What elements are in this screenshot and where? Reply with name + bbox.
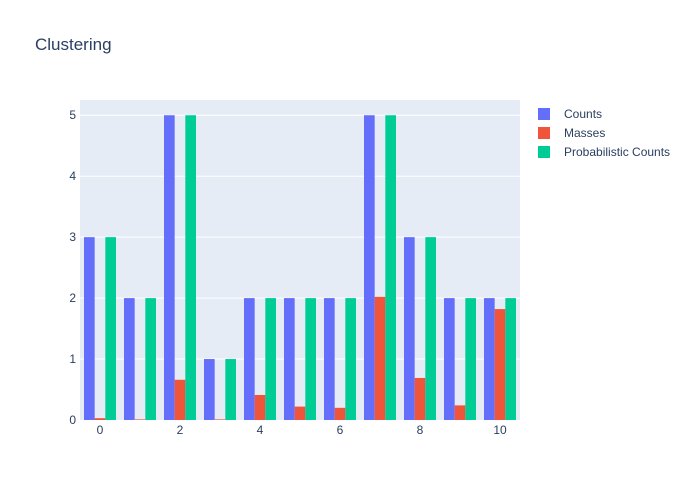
bar-probabilistic-counts-4[interactable] <box>265 298 276 420</box>
x-tick-label: 2 <box>177 423 184 437</box>
legend[interactable]: Counts Masses Probabilistic Counts <box>538 107 670 159</box>
x-tick-label: 6 <box>337 423 344 437</box>
bar-probabilistic-counts-2[interactable] <box>185 115 196 420</box>
bar-probabilistic-counts-5[interactable] <box>305 298 316 420</box>
y-tick-label: 3 <box>69 230 76 244</box>
bar-counts-8[interactable] <box>404 237 415 420</box>
bar-counts-1[interactable] <box>124 298 135 420</box>
bar-masses-3[interactable] <box>214 419 226 420</box>
bar-masses-9[interactable] <box>454 405 466 420</box>
x-axis-ticks: 0 2 4 6 8 10 <box>97 423 507 437</box>
bar-probabilistic-counts-6[interactable] <box>345 298 356 420</box>
y-tick-label: 1 <box>69 352 76 366</box>
bar-counts-7[interactable] <box>364 115 375 420</box>
bar-masses-7[interactable] <box>374 296 386 420</box>
bars <box>84 115 516 420</box>
bar-masses-1[interactable] <box>134 419 146 420</box>
bar-counts-9[interactable] <box>444 298 455 420</box>
legend-label-masses[interactable]: Masses <box>564 126 605 140</box>
y-tick-label: 4 <box>69 169 76 183</box>
bar-masses-10[interactable] <box>494 309 506 420</box>
bar-masses-2[interactable] <box>174 379 186 420</box>
bar-masses-4[interactable] <box>254 395 266 420</box>
legend-swatch-counts[interactable] <box>538 108 550 120</box>
bar-masses-8[interactable] <box>414 377 426 420</box>
x-tick-label: 0 <box>97 423 104 437</box>
bar-probabilistic-counts-3[interactable] <box>225 359 236 420</box>
legend-swatch-probabilistic-counts[interactable] <box>538 146 550 158</box>
legend-label-probabilistic-counts[interactable]: Probabilistic Counts <box>564 145 670 159</box>
bar-counts-0[interactable] <box>84 237 95 420</box>
bar-counts-6[interactable] <box>324 298 335 420</box>
bar-masses-6[interactable] <box>334 407 346 420</box>
bar-probabilistic-counts-10[interactable] <box>505 298 516 420</box>
y-tick-label: 2 <box>69 291 76 305</box>
bar-probabilistic-counts-0[interactable] <box>105 237 116 420</box>
y-tick-label: 0 <box>69 413 76 427</box>
bar-masses-5[interactable] <box>294 406 306 420</box>
legend-swatch-masses[interactable] <box>538 127 550 139</box>
bar-counts-5[interactable] <box>284 298 295 420</box>
bar-probabilistic-counts-1[interactable] <box>145 298 156 420</box>
y-axis-ticks: 0 1 2 3 4 5 <box>69 108 76 427</box>
x-tick-label: 4 <box>257 423 264 437</box>
y-tick-label: 5 <box>69 108 76 122</box>
chart-title: Clustering <box>35 35 112 54</box>
bar-counts-10[interactable] <box>484 298 495 420</box>
bar-counts-2[interactable] <box>164 115 175 420</box>
bar-probabilistic-counts-7[interactable] <box>385 115 396 420</box>
x-tick-label: 10 <box>493 423 507 437</box>
bar-probabilistic-counts-9[interactable] <box>465 298 476 420</box>
bar-counts-3[interactable] <box>204 359 215 420</box>
bar-counts-4[interactable] <box>244 298 255 420</box>
bar-probabilistic-counts-8[interactable] <box>425 237 436 420</box>
bar-masses-0[interactable] <box>94 418 106 420</box>
x-tick-label: 8 <box>417 423 424 437</box>
legend-label-counts[interactable]: Counts <box>564 107 602 121</box>
